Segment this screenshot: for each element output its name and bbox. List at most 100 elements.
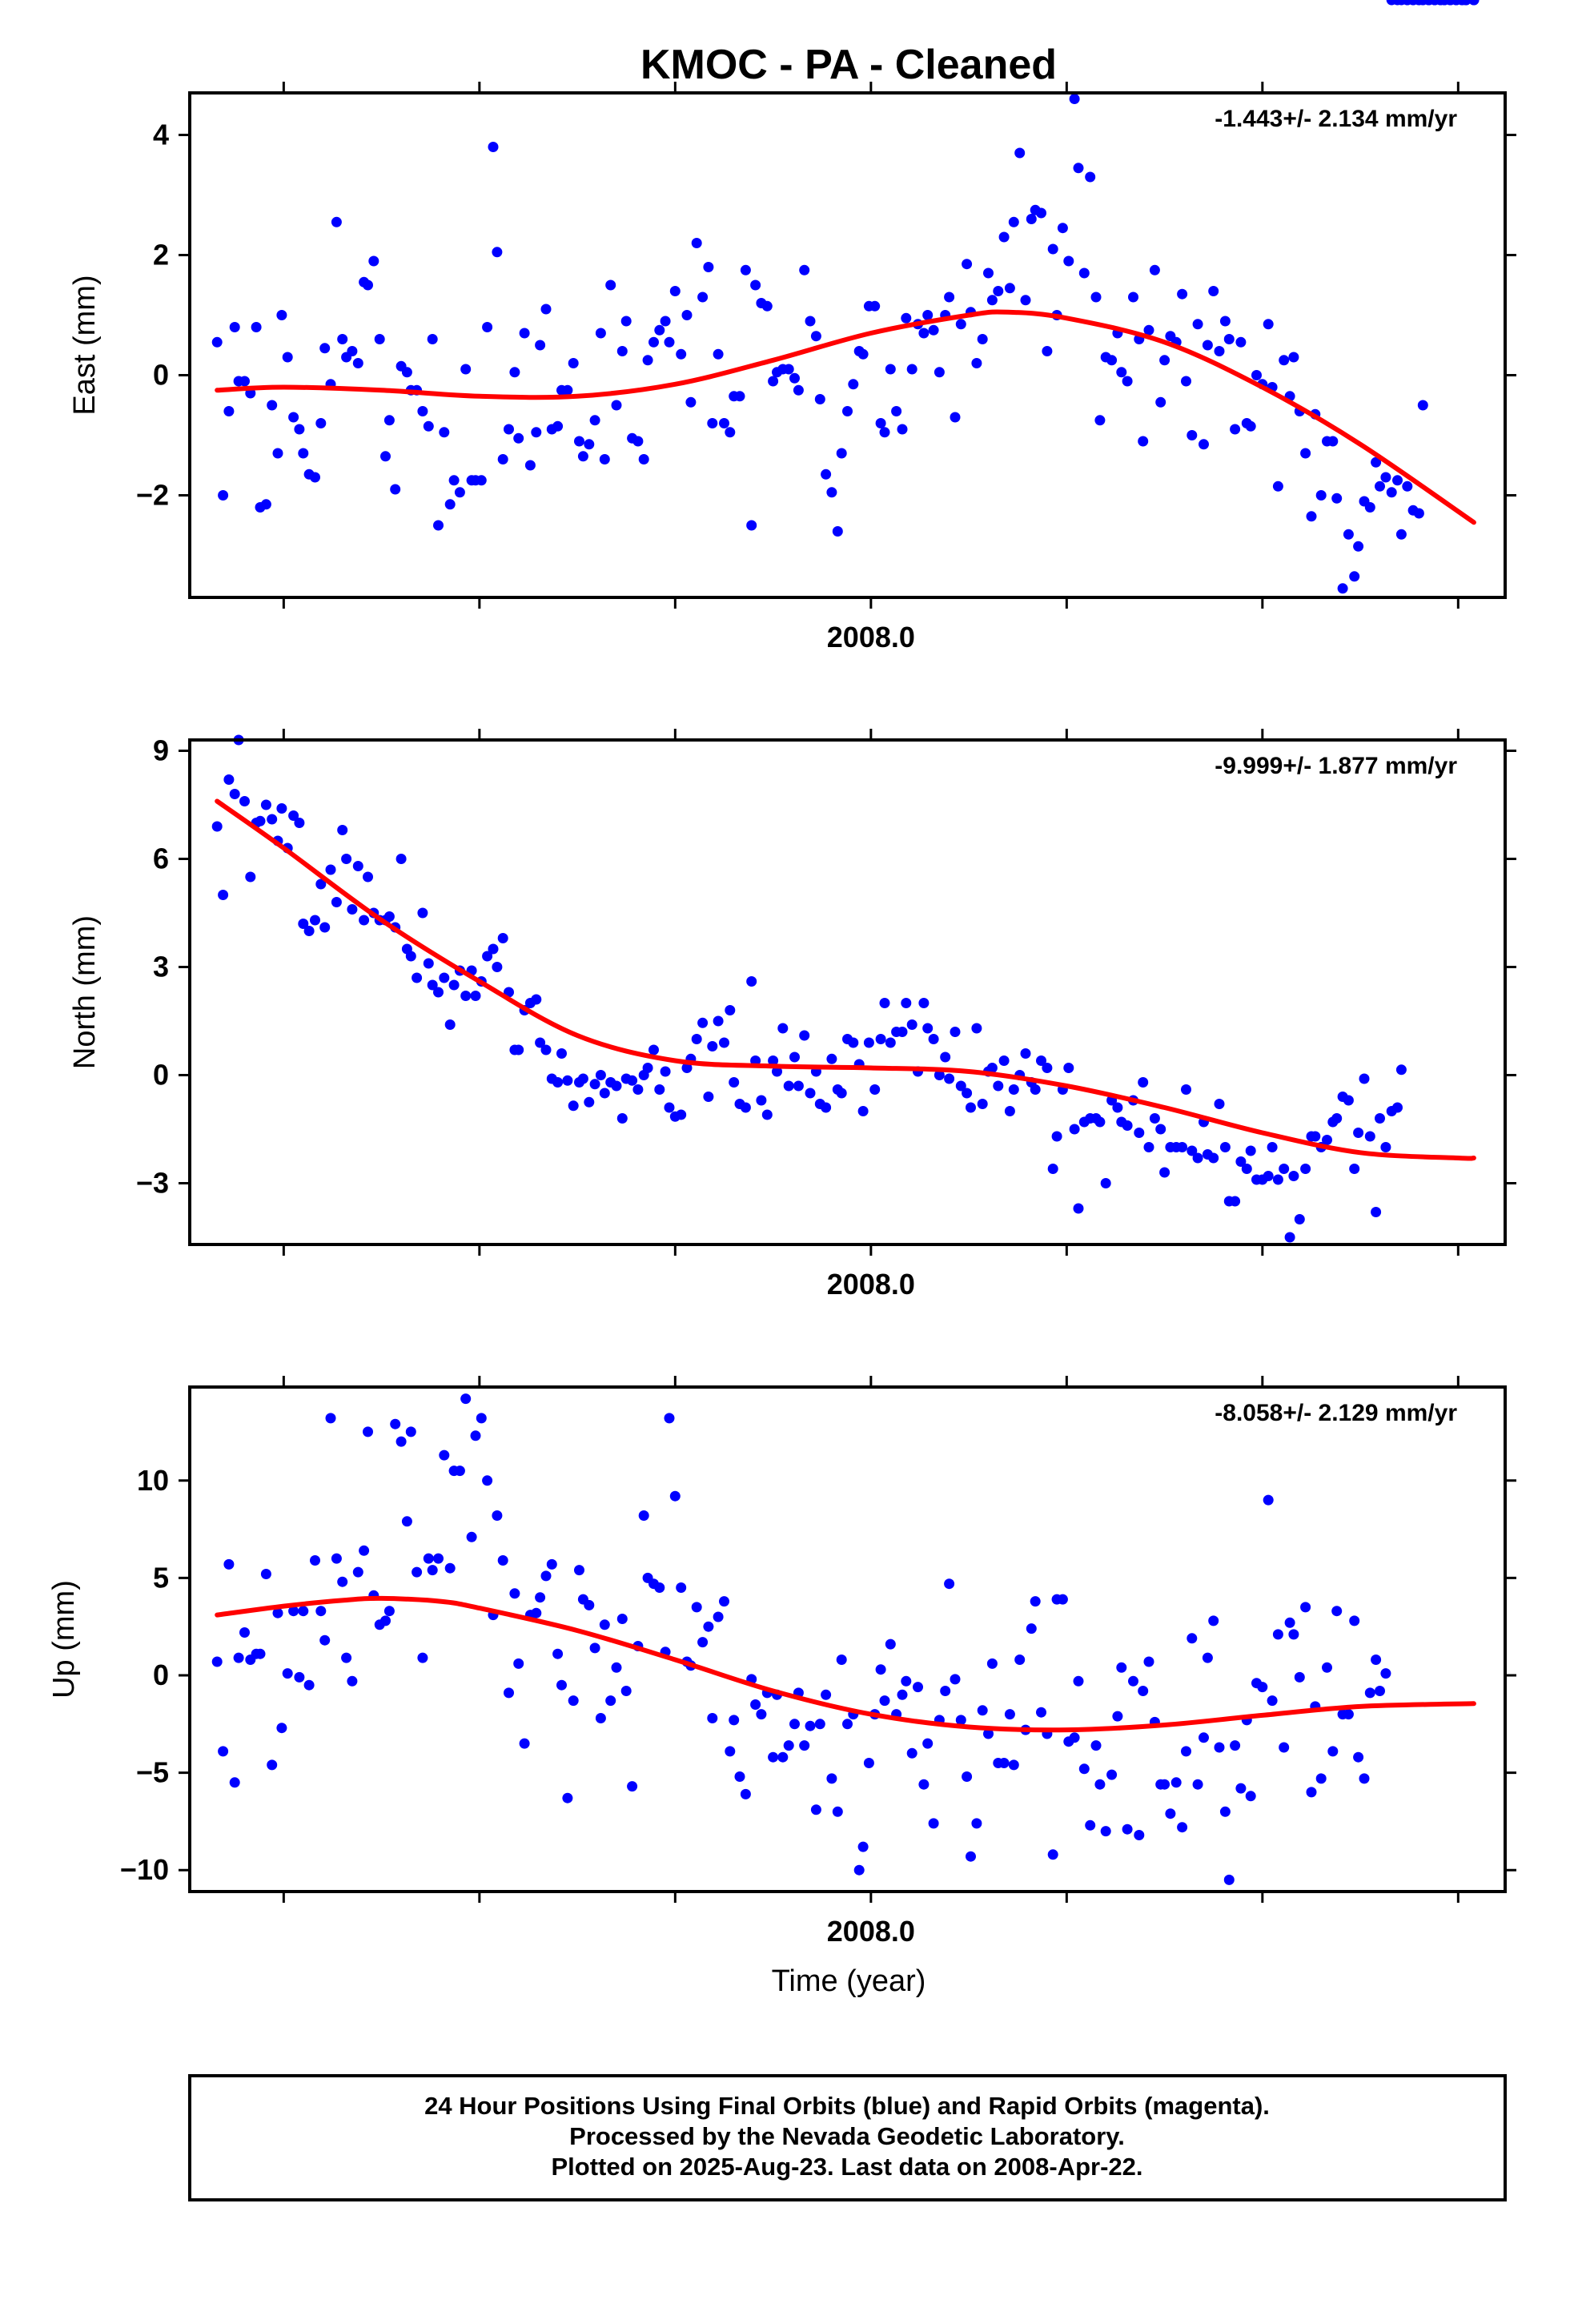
north-data-point [294, 818, 305, 828]
up-data-point [897, 1689, 908, 1700]
east-data-point [1138, 436, 1149, 447]
up-data-point [347, 1675, 358, 1687]
up-data-point [359, 1545, 370, 1556]
east-data-point [383, 415, 395, 426]
up-x-tick-label: 2008.0 [827, 1915, 915, 1948]
east-y-axis-label: East (mm) [68, 275, 102, 415]
up-data-point [901, 1675, 912, 1687]
up-data-point [777, 1751, 789, 1763]
north-data-point [325, 864, 336, 875]
up-data-point [814, 1719, 825, 1730]
east-data-point [1288, 352, 1299, 363]
east-data-point [998, 231, 1010, 243]
north-data-point [940, 1051, 951, 1063]
up-data-point [879, 1695, 890, 1707]
up-data-point [331, 1553, 342, 1564]
east-data-point [1413, 508, 1424, 519]
east-fit-curve [215, 309, 1476, 525]
east-data-point [1364, 502, 1375, 513]
east-data-point [504, 424, 514, 435]
north-data-point [1359, 1073, 1370, 1084]
east-data-point [1251, 370, 1262, 380]
east-data-point [875, 418, 886, 428]
east-data-point [454, 487, 465, 498]
up-data-point [1343, 1709, 1354, 1720]
east-data-point [509, 367, 520, 378]
up-data-point [497, 1555, 508, 1566]
east-data-point [1199, 439, 1209, 450]
north-data-point [599, 1088, 610, 1099]
east-data-point [1181, 376, 1191, 387]
east-data-point [934, 367, 945, 378]
east-data-point [750, 279, 761, 291]
east-data-point [337, 334, 348, 344]
east-data-point [1214, 346, 1225, 356]
east-rate-annotation: -1.443+/- 2.134 mm/yr [1215, 106, 1457, 132]
north-y-tick-label: −3 [136, 1167, 169, 1200]
east-data-point [239, 376, 250, 387]
north-data-point [540, 1044, 552, 1055]
east-data-point [1235, 336, 1247, 348]
north-data-point [1322, 1135, 1332, 1145]
north-x-tick-label: 2008.0 [827, 1268, 915, 1301]
up-panel: −10 −5 0 5 10 2008.0 Up (mm) -8.058+/- 2.129 mm… [47, 0, 1516, 1948]
north-data-point [885, 1037, 896, 1048]
up-y-tick-label: 10 [137, 1464, 169, 1497]
north-data-point [276, 803, 287, 814]
footer-line-3: Plotted on 2025-Aug-23. Last data on 200… [551, 2153, 1142, 2181]
up-data-point [1057, 1594, 1068, 1605]
east-data-point [897, 424, 908, 435]
up-data-point [1380, 1668, 1391, 1679]
north-data-point [470, 991, 481, 1001]
east-data-point [638, 454, 649, 464]
east-data-point [433, 520, 444, 531]
east-data-point [482, 322, 493, 332]
north-data-points [211, 0, 1480, 1243]
east-data-point [1337, 583, 1348, 594]
north-y-tick-label: 3 [153, 951, 169, 983]
east-data-point [1392, 475, 1403, 486]
east-data-point [1116, 367, 1127, 378]
east-data-point [401, 367, 412, 378]
up-data-point [783, 1740, 794, 1751]
north-data-point [341, 854, 352, 864]
north-data-point [556, 1048, 567, 1059]
north-data-point [1208, 1152, 1219, 1164]
north-plot-frame [188, 738, 1507, 1246]
east-data-point [577, 451, 588, 462]
up-data-point [740, 1788, 751, 1799]
up-data-point [799, 1740, 810, 1751]
north-data-point [725, 1005, 736, 1015]
north-data-point [826, 1053, 837, 1064]
up-data-point [298, 1606, 309, 1617]
north-data-point [901, 998, 912, 1008]
north-data-point [319, 922, 331, 933]
up-data-points [211, 0, 1480, 1885]
north-data-point [897, 1027, 908, 1037]
up-data-point [454, 1466, 465, 1477]
north-y-tick-label: 6 [153, 842, 169, 875]
east-data-point [584, 439, 595, 450]
east-data-point [664, 336, 675, 348]
up-data-point [1202, 1652, 1213, 1663]
up-data-point [315, 1606, 327, 1617]
up-data-point [294, 1671, 305, 1683]
north-data-point [267, 814, 278, 825]
north-data-point [405, 951, 416, 962]
up-data-point [1116, 1662, 1127, 1673]
north-data-point [1020, 1048, 1031, 1059]
up-data-point [1069, 1732, 1080, 1743]
east-data-point [950, 412, 961, 423]
north-data-point [1186, 1145, 1198, 1156]
x-axis-label: Time (year) [772, 1964, 926, 1998]
north-data-point [1300, 1164, 1311, 1174]
up-data-point [1036, 1707, 1046, 1718]
north-data-point [359, 915, 370, 926]
east-data-point [642, 355, 653, 366]
north-data-point [729, 1077, 740, 1088]
north-data-point [1263, 1171, 1274, 1181]
up-data-point [363, 1426, 373, 1437]
east-data-point [562, 384, 573, 396]
up-data-point [233, 1652, 244, 1663]
north-data-point [761, 1109, 773, 1120]
